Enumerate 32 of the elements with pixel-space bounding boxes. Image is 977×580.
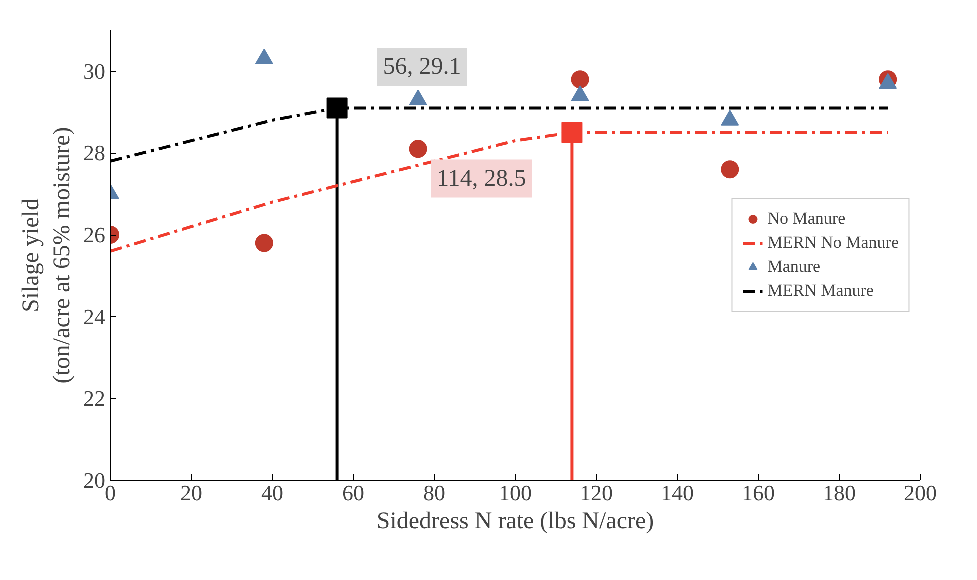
legend-label: MERN No Manure	[768, 233, 899, 253]
y-tick-label: 28	[84, 140, 106, 166]
x-tick-label: 40	[262, 480, 284, 506]
x-tick-label: 200	[904, 480, 937, 506]
point	[721, 160, 740, 179]
point	[409, 140, 428, 158]
legend-label: Manure	[768, 257, 821, 277]
y-tick-label: 26	[84, 222, 106, 248]
y-tick-label: 24	[84, 304, 106, 330]
y-tick-label: 30	[84, 58, 106, 84]
x-tick-label: 160	[742, 480, 775, 506]
legend-label: MERN Manure	[768, 281, 874, 301]
x-tick-label: 180	[823, 480, 856, 506]
y-axis-title: Silage yield (ton/acre at 65% moisture)	[18, 127, 76, 384]
x-tick-label: 100	[499, 480, 532, 506]
point	[571, 86, 590, 102]
y-tick-label: 22	[84, 386, 106, 412]
point	[255, 234, 274, 252]
x-tick-label: 80	[424, 480, 446, 506]
x-axis-title: Sidedress N rate (lbs N/acre)	[376, 508, 654, 534]
legend-label: No Manure	[768, 209, 846, 229]
x-tick-label: 60	[342, 480, 364, 506]
x-tick-label: 120	[580, 480, 613, 506]
annotation: 56, 29.1	[383, 54, 462, 80]
x-tick-label: 20	[180, 480, 202, 506]
point	[255, 48, 274, 65]
point	[409, 90, 428, 106]
point	[562, 122, 583, 144]
x-tick-label: 140	[661, 480, 694, 506]
x-tick-label: 0	[105, 480, 116, 506]
point	[721, 110, 740, 126]
annotation: 114, 28.5	[437, 166, 526, 192]
